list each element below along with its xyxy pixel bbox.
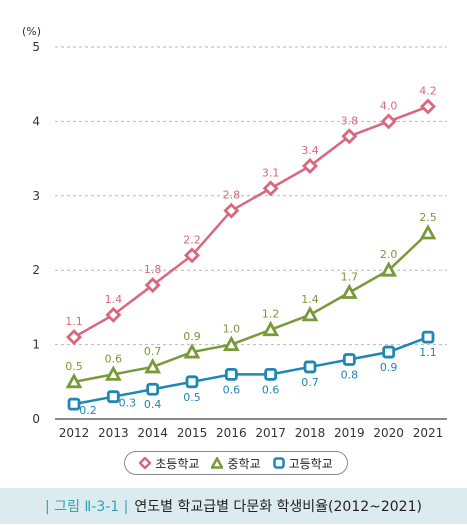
x-tick-label: 2020 — [373, 426, 404, 440]
data-label: 2.2 — [183, 233, 201, 246]
data-point — [224, 367, 238, 381]
data-point — [380, 113, 397, 130]
data-label: 1.2 — [262, 308, 280, 321]
data-label: 1.7 — [341, 271, 359, 284]
data-point — [185, 375, 199, 389]
data-label: 0.7 — [301, 376, 319, 389]
data-point — [342, 353, 356, 366]
legend-label-high: 고등학교 — [288, 456, 333, 471]
y-tick-label: 0 — [32, 412, 40, 426]
data-point — [106, 390, 120, 404]
data-label: 0.4 — [144, 398, 162, 411]
data-point — [183, 343, 201, 359]
data-label: 1.0 — [223, 323, 241, 336]
square-marker-icon — [272, 457, 285, 469]
figure-number: | 그림 Ⅱ-3-1 | — [45, 499, 129, 515]
data-point — [420, 98, 436, 115]
legend-label-middle: 중학교 — [227, 456, 261, 471]
y-tick-label: 2 — [32, 263, 40, 277]
data-point — [302, 158, 318, 175]
data-point — [144, 277, 161, 294]
data-label: 0.6 — [262, 383, 280, 396]
legend-label-elementary: 초등학교 — [155, 456, 200, 471]
data-point — [301, 305, 319, 322]
legend: 초등학교 중학교 고등학교 — [124, 451, 348, 475]
data-label: 0.8 — [341, 368, 359, 381]
data-label: 0.6 — [105, 352, 123, 365]
data-point — [341, 128, 358, 145]
series-line-1 — [73, 232, 429, 384]
y-tick-label: 4 — [32, 114, 40, 128]
data-label: 1.4 — [105, 293, 123, 306]
data-label: 3.4 — [301, 144, 319, 157]
data-point — [382, 345, 396, 359]
data-point — [262, 180, 279, 197]
y-axis-unit-label: (%) — [22, 25, 41, 38]
data-point — [264, 367, 278, 381]
data-label: 1.8 — [144, 263, 162, 276]
data-point — [380, 261, 398, 277]
data-point — [105, 306, 122, 323]
data-point — [419, 224, 437, 240]
legend-item-middle: 중학교 — [211, 455, 261, 472]
data-point — [66, 329, 82, 346]
x-tick-label: 2016 — [216, 426, 247, 440]
data-point — [65, 372, 83, 389]
data-point — [421, 330, 435, 344]
x-tick-label: 2021 — [413, 426, 444, 440]
series-line-2 — [73, 335, 429, 406]
x-tick-label: 2018 — [295, 426, 326, 440]
y-tick-label: 5 — [32, 40, 40, 54]
data-point — [303, 360, 317, 374]
y-tick-label: 3 — [32, 189, 40, 203]
data-label: 0.9 — [183, 330, 201, 343]
data-label: 3.8 — [341, 114, 359, 127]
data-label: 0.5 — [183, 391, 201, 404]
figure-caption: | 그림 Ⅱ-3-1 | 연도별 학교급별 다문화 학생비율(2012~2021… — [0, 488, 467, 524]
data-point — [262, 320, 280, 337]
series-line-0 — [73, 105, 429, 339]
x-tick-label: 2017 — [255, 426, 286, 440]
triangle-marker-icon — [211, 457, 224, 469]
data-point — [67, 397, 81, 411]
x-tick-label: 2014 — [137, 426, 168, 440]
figure-title: 연도별 학교급별 다문화 학생비율(2012~2021) — [134, 499, 422, 515]
x-tick-label: 2012 — [59, 426, 90, 440]
x-tick-label: 2019 — [334, 426, 365, 440]
legend-item-elementary: 초등학교 — [139, 455, 199, 472]
data-label: 0.6 — [223, 383, 241, 396]
data-point — [340, 283, 358, 299]
legend-item-high: 고등학교 — [272, 455, 333, 472]
data-point — [104, 365, 122, 381]
data-label: 0.3 — [119, 397, 137, 410]
data-point — [144, 357, 162, 374]
data-label: 2.0 — [380, 248, 398, 261]
data-label: 0.2 — [79, 404, 97, 417]
data-label: 4.0 — [380, 99, 398, 112]
line-chart: 0 1 2 3 4 5 (%) 2012 2013 2014 2015 2016 2017 2018 201… — [22, 25, 447, 440]
data-label: 2.8 — [223, 189, 241, 202]
data-label: 0.5 — [65, 360, 83, 373]
data-label: 0.7 — [144, 345, 162, 358]
data-label: 2.5 — [419, 211, 437, 224]
data-label: 1.4 — [301, 293, 319, 306]
x-tick-label: 2013 — [98, 426, 129, 440]
y-tick-label: 1 — [32, 338, 40, 352]
data-label: 1.1 — [419, 346, 437, 359]
data-point — [223, 202, 240, 219]
data-point — [146, 382, 160, 396]
diamond-marker-icon — [139, 457, 152, 469]
data-point — [222, 335, 240, 352]
x-tick-label: 2015 — [177, 426, 208, 440]
data-point — [184, 247, 200, 264]
data-label: 1.1 — [65, 315, 83, 328]
data-label: 3.1 — [262, 166, 280, 179]
data-label: 4.2 — [419, 85, 437, 98]
data-label: 0.9 — [380, 361, 398, 374]
